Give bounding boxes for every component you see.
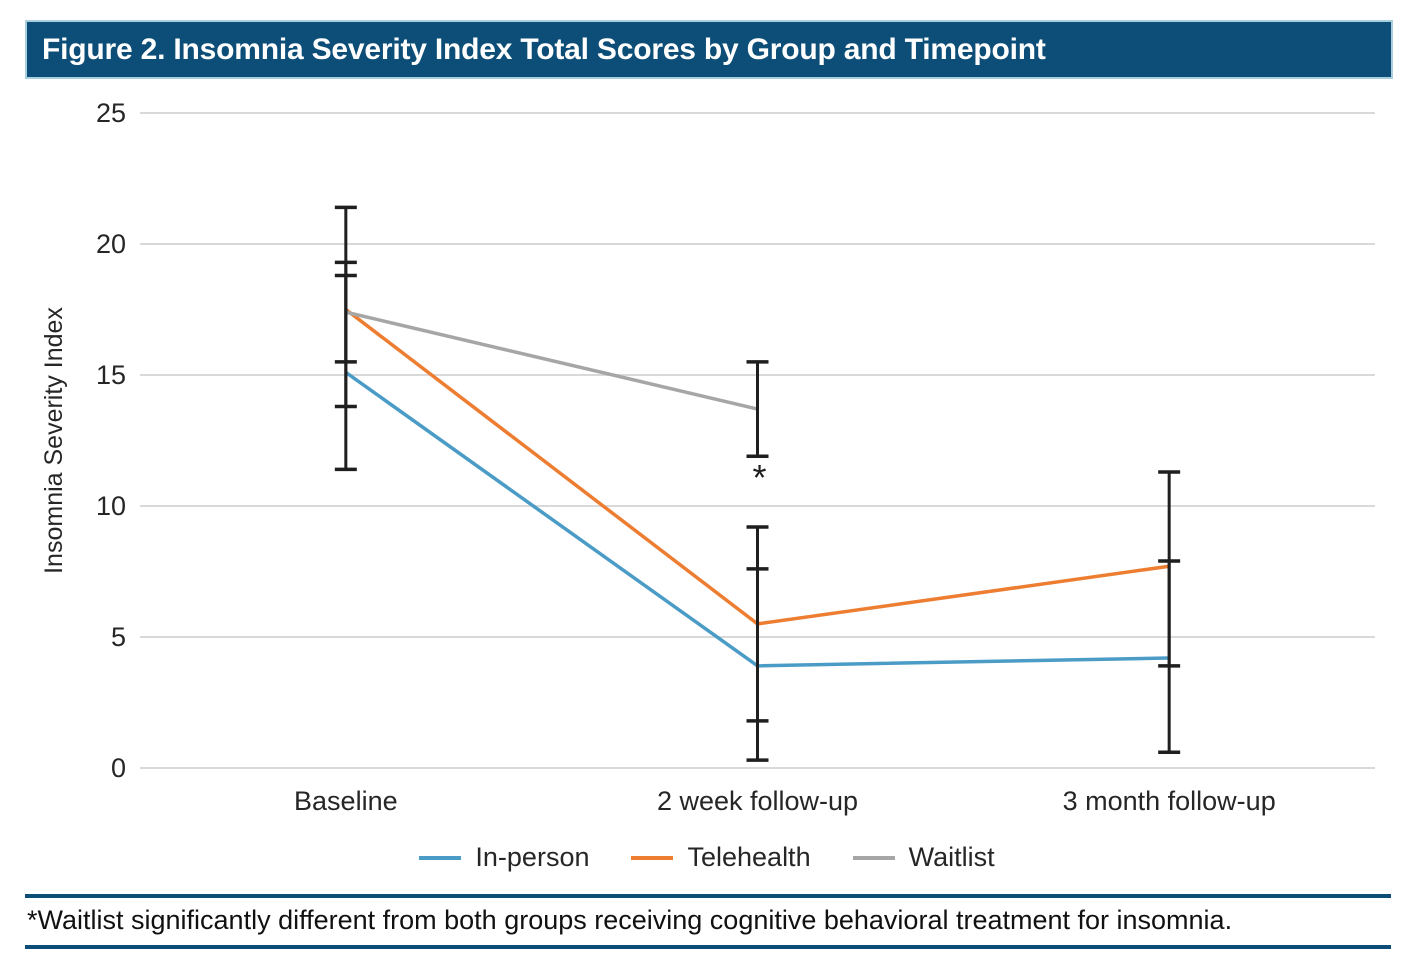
y-tick-label-0: 0 <box>111 753 126 783</box>
significance-asterisk: * <box>752 457 766 498</box>
y-tick-label-5: 5 <box>111 622 126 652</box>
legend-label-telehealth: Telehealth <box>687 842 811 872</box>
y-tick-label-20: 20 <box>96 229 126 259</box>
legend-line-swatch-telehealth <box>631 855 674 860</box>
legend-item-waitlist: Waitlist <box>852 842 995 873</box>
figure-title-bar: Figure 2. Insomnia Severity Index Total … <box>25 20 1393 79</box>
chart-legend: In-person Telehealth Waitlist <box>0 842 1414 873</box>
y-tick-label-15: 15 <box>96 360 126 390</box>
isi-line-chart: 0 5 10 15 20 25 Insomnia Severity Index Baselin… <box>40 98 1375 816</box>
figure-title: Figure 2. Insomnia Severity Index Total … <box>42 32 1046 66</box>
y-tick-label-25: 25 <box>96 98 126 128</box>
x-axis-label-1: 2 week follow-up <box>657 786 858 816</box>
legend-line-swatch-in-person <box>419 855 462 860</box>
legend-label-in-person: In-person <box>475 842 590 872</box>
legend-label-waitlist: Waitlist <box>908 842 995 872</box>
y-axis-title: Insomnia Severity Index <box>40 307 68 574</box>
legend-line-swatch-waitlist <box>852 855 895 860</box>
x-axis-label-2: 3 month follow-up <box>1063 786 1276 816</box>
x-axis-label-0: Baseline <box>294 786 398 816</box>
legend-item-telehealth: Telehealth <box>631 842 811 873</box>
legend-item-in-person: In-person <box>419 842 589 873</box>
y-tick-label-10: 10 <box>96 491 126 521</box>
footnote-text: *Waitlist significantly different from b… <box>27 905 1233 935</box>
series-line-waitlist <box>345 310 758 411</box>
figure-footnote: *Waitlist significantly different from b… <box>25 894 1391 949</box>
